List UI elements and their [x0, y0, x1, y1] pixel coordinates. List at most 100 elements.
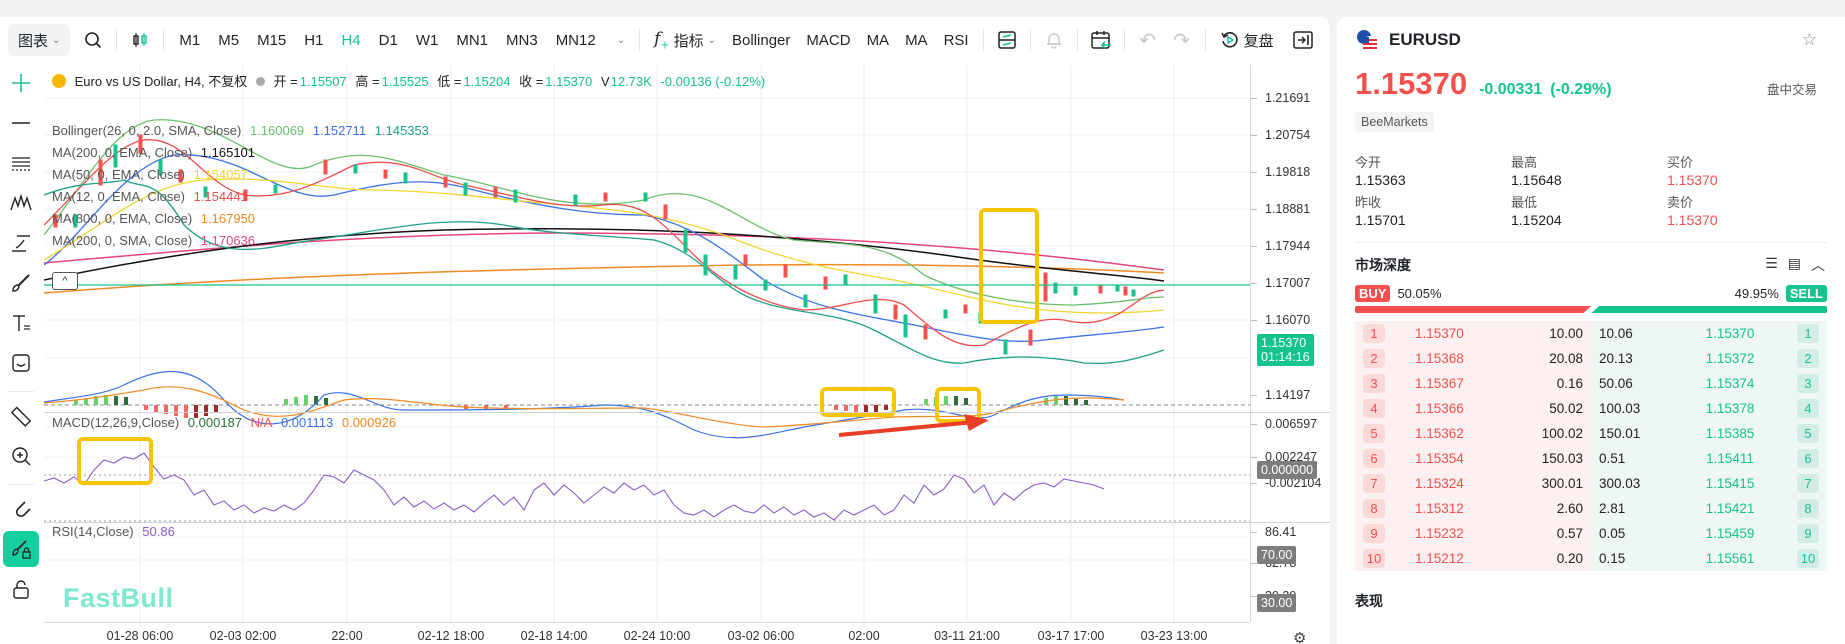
timeframe-h4[interactable]: H4: [341, 31, 361, 49]
indicator-bollinger-button[interactable]: Bollinger: [732, 31, 791, 49]
indicator-legend-ma12-ema[interactable]: MA(12, 0, EMA, Close) 1.154441: [52, 189, 253, 204]
bid-row[interactable]: 3 1.15367 0.16: [1355, 371, 1591, 396]
bid-row[interactable]: 5 1.15362 100.02: [1355, 421, 1591, 446]
price-tick: 1.19818: [1251, 165, 1310, 179]
pane-divider[interactable]: [44, 522, 1330, 523]
crosshair-tool[interactable]: [3, 65, 39, 101]
undo-button[interactable]: ↶: [1131, 24, 1165, 56]
level-index: 8: [1797, 499, 1819, 518]
indicator-ma-button[interactable]: MA: [866, 31, 890, 49]
timeframe-w1[interactable]: W1: [415, 31, 439, 49]
chart-settings-button[interactable]: ⚙: [1293, 629, 1306, 644]
chevron-up-icon[interactable]: ︿: [1811, 257, 1825, 273]
collapse-legend-button[interactable]: ^: [52, 272, 78, 290]
indicator-rsi-button[interactable]: RSI: [943, 31, 969, 49]
ask-row[interactable]: 50.06 1.15374 3: [1591, 371, 1827, 396]
bid-row[interactable]: 10 1.15212 0.20: [1355, 546, 1591, 571]
magnet-tool[interactable]: [3, 491, 39, 527]
ask-row[interactable]: 10.06 1.15370 1: [1591, 321, 1827, 346]
unlock-tool[interactable]: [3, 571, 39, 607]
favorite-star-icon[interactable]: ☆: [1801, 29, 1817, 49]
document-icon[interactable]: ▤: [1787, 255, 1801, 271]
arrow-line-tool[interactable]: [3, 225, 39, 261]
emoji-tool[interactable]: [3, 345, 39, 381]
panel-collapse-icon: [1293, 31, 1313, 49]
bid-row[interactable]: 7 1.15324 300.01: [1355, 471, 1591, 496]
horizontal-lines-tool[interactable]: [3, 145, 39, 181]
ask-row[interactable]: 2.81 1.15421 8: [1591, 496, 1827, 521]
bid-row[interactable]: 6 1.15354 150.03: [1355, 446, 1591, 471]
ask-volume: 100.03: [1599, 401, 1641, 416]
bid-row[interactable]: 2 1.15368 20.08: [1355, 346, 1591, 371]
price-axis[interactable]: 1.21691 1.20754 1.19818 1.18881 1.17944 …: [1250, 65, 1330, 622]
macd-legend[interactable]: MACD(12,26,9,Close) 0.000187 N/A 0.00111…: [52, 415, 401, 430]
replay-button[interactable]: 复盘: [1212, 24, 1282, 56]
divider: [1204, 29, 1206, 51]
indicator-legend-ma200-sma[interactable]: MA(200, 0, SMA, Close) 1.170636: [52, 233, 260, 248]
timeframe-m15[interactable]: M15: [257, 31, 287, 49]
bid-price: 1.15354: [1415, 451, 1464, 466]
search-button[interactable]: [76, 24, 110, 56]
text-tool[interactable]: [3, 305, 39, 341]
redo-button[interactable]: ↷: [1165, 24, 1199, 56]
bid-price: 1.15367: [1415, 376, 1464, 391]
go-to-date-button[interactable]: [1084, 24, 1118, 56]
timeframe-m1[interactable]: M1: [179, 31, 201, 49]
ask-row[interactable]: 100.03 1.15378 4: [1591, 396, 1827, 421]
list-view-icon[interactable]: ☰: [1765, 255, 1778, 271]
indicator-legend-ma200-ema[interactable]: MA(200, 0, EMA, Close) 1.165101: [52, 145, 260, 160]
ask-volume: 0.15: [1599, 551, 1626, 566]
indicators-button[interactable]: f+ 指标 ⌄: [646, 24, 724, 56]
brush-tool[interactable]: [3, 265, 39, 301]
ask-row[interactable]: 150.01 1.15385 5: [1591, 421, 1827, 446]
indicator-legend-ma800-ema[interactable]: MA(800, 0, EMA, Close) 1.167950: [52, 211, 260, 226]
quote-panel: EURUSD ☆ 1.15370 -0.00331 (-0.29%) 盘中交易 …: [1337, 17, 1845, 644]
low-value: 1.15204: [463, 74, 511, 89]
rsi-legend[interactable]: RSI(14,Close) 50.86: [52, 524, 180, 539]
bid-row[interactable]: 8 1.15312 2.60: [1355, 496, 1591, 521]
chevron-down-icon: ⌄: [707, 34, 717, 46]
pattern-tool[interactable]: [3, 185, 39, 221]
timeframe-h1[interactable]: H1: [304, 31, 324, 49]
zoom-tool[interactable]: [3, 438, 39, 474]
price-chart-canvas[interactable]: [44, 65, 1250, 622]
indicator-label: MA(800, 0, EMA, Close): [52, 211, 193, 226]
add-alert-button[interactable]: [1037, 24, 1071, 56]
timeframe-mn12[interactable]: MN12: [555, 31, 596, 49]
trend-line-tool[interactable]: [3, 105, 39, 141]
more-timeframes-button[interactable]: ⌄: [605, 24, 633, 56]
ask-row[interactable]: 0.15 1.15561 10: [1591, 546, 1827, 571]
lock-drawing-tool[interactable]: [3, 531, 39, 567]
rsi-label: RSI(14,Close): [52, 524, 134, 539]
chart-type-select[interactable]: 图表 ⌄: [8, 24, 71, 56]
zoom-in-icon: [12, 447, 31, 466]
indicator-label: Bollinger(26, 0, 2.0, SMA, Close): [52, 123, 242, 138]
bid-volume: 0.20: [1556, 551, 1583, 566]
bid-column: 1 1.15370 10.00 2 1.15368 20.08 3 1.15367 0.16 4 1…: [1355, 321, 1591, 571]
layout-button[interactable]: [990, 24, 1024, 56]
ask-column: 10.06 1.15370 1 20.13 1.15372 2 50.06 1.15374 3 1…: [1591, 321, 1827, 571]
timeframe-m5[interactable]: M5: [218, 31, 240, 49]
timeframe-mn1[interactable]: MN1: [456, 31, 489, 49]
indicator-legend-bollinger[interactable]: Bollinger(26, 0, 2.0, SMA, Close) 1.1600…: [52, 123, 434, 138]
indicator-macd-button[interactable]: MACD: [806, 31, 851, 49]
indicator-legend-ma50-ema[interactable]: MA(50, 0, EMA, Close) 1.154057: [52, 167, 253, 182]
time-axis[interactable]: 01-28 06:00 02-03 02:00 22:00 02-12 18:0…: [44, 622, 1250, 644]
ask-row[interactable]: 20.13 1.15372 2: [1591, 346, 1827, 371]
candle-style-button[interactable]: [123, 24, 157, 56]
buy-percent: 50.05%: [1397, 286, 1442, 301]
bid-row[interactable]: 4 1.15366 50.02: [1355, 396, 1591, 421]
timeframe-mn3[interactable]: MN3: [506, 31, 538, 49]
ask-row[interactable]: 0.05 1.15459 9: [1591, 521, 1827, 546]
pane-divider[interactable]: [44, 412, 1330, 413]
ask-row[interactable]: 0.51 1.15411 6: [1591, 446, 1827, 471]
macd-zero-tag: 0.000000: [1257, 461, 1318, 479]
ruler-tool[interactable]: [3, 398, 39, 434]
bid-row[interactable]: 1 1.15370 10.00: [1355, 321, 1591, 346]
ask-row[interactable]: 300.03 1.15415 7: [1591, 471, 1827, 496]
timeframe-d1[interactable]: D1: [378, 31, 398, 49]
indicator-ma-button-2[interactable]: MA: [905, 31, 928, 49]
bid-row[interactable]: 9 1.15232 0.57: [1355, 521, 1591, 546]
collapse-sidebar-button[interactable]: [1286, 24, 1320, 56]
replay-label: 复盘: [1243, 32, 1274, 50]
